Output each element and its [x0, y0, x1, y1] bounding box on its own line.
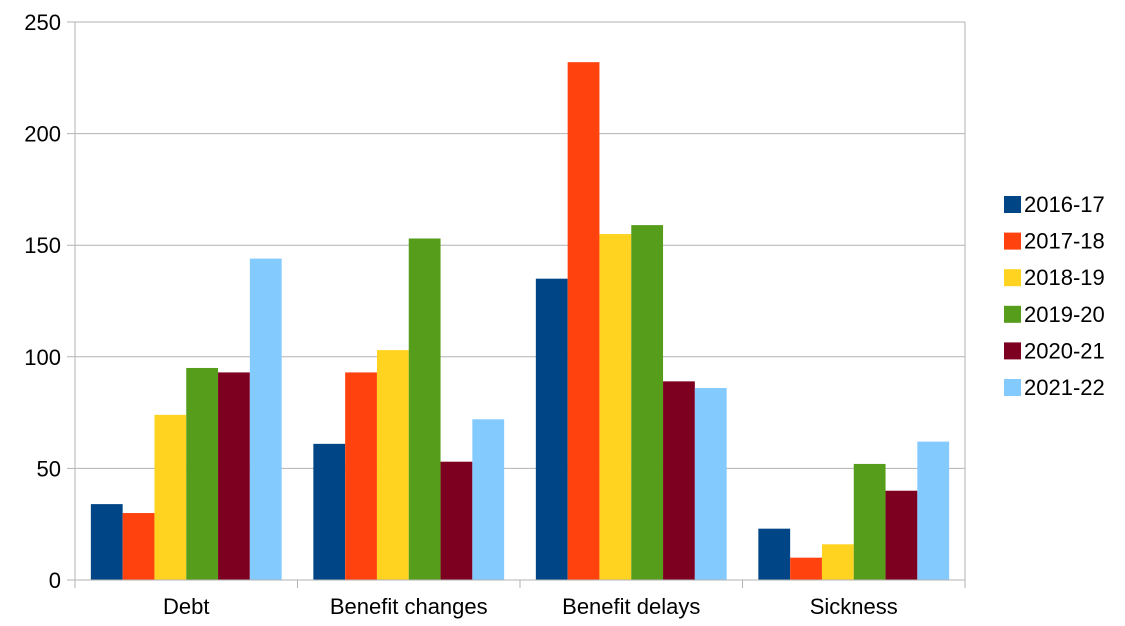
legend-swatch [1004, 342, 1021, 360]
y-tick-label: 0 [49, 568, 61, 593]
legend-label: 2018-19 [1024, 265, 1105, 290]
bar-2018-19-benefit-delays [599, 234, 632, 581]
bar-2019-20-benefit-changes [408, 238, 441, 580]
bar-2017-18-benefit-delays [567, 62, 600, 580]
y-tick-label: 50 [37, 456, 61, 481]
bar-2021-22-benefit-delays [694, 388, 727, 580]
bar-2019-20-benefit-delays [631, 225, 664, 580]
bar-2017-18-debt [122, 513, 155, 580]
y-tick-label: 200 [24, 122, 61, 147]
bar-2021-22-debt [249, 258, 282, 580]
y-tick-label: 100 [24, 345, 61, 370]
bar-2016-17-benefit-changes [313, 443, 346, 580]
legend-swatch [1004, 305, 1021, 323]
bar-2020-21-benefit-delays [663, 381, 695, 580]
legend-label: 2020-21 [1024, 338, 1105, 363]
bar-2018-19-benefit-changes [376, 350, 409, 580]
legend-swatch [1004, 379, 1021, 396]
bar-2018-19-debt [154, 414, 187, 580]
legend: 2016-17 2017-18 2018-19 2019-20 2020-21 2021-… [1004, 192, 1105, 400]
x-category-label: Benefit changes [330, 594, 488, 619]
bar-2020-21-benefit-changes [440, 461, 473, 580]
legend-swatch [1004, 232, 1021, 250]
x-axis-labels: Debt Benefit changes Benefit delays Sicknes… [163, 594, 898, 619]
bar-2016-17-benefit-delays [535, 278, 568, 580]
bar-2021-22-benefit-changes [472, 419, 505, 580]
bar-2017-18-sickness [790, 557, 822, 580]
y-axis-ticks: 0 50 100 150 200 250 [24, 10, 61, 593]
legend-label: 2016-17 [1024, 192, 1105, 217]
bars [90, 62, 950, 581]
y-tick-label: 250 [24, 10, 61, 35]
bar-2019-20-debt [186, 367, 219, 580]
legend-label: 2019-20 [1024, 302, 1105, 327]
x-category-label: Benefit delays [562, 594, 700, 619]
legend-label: 2021-22 [1024, 375, 1105, 400]
legend-swatch [1004, 269, 1021, 287]
y-tick-label: 150 [24, 233, 61, 258]
bar-2018-19-sickness [821, 544, 854, 580]
x-category-label: Debt [163, 594, 209, 619]
legend-label: 2017-18 [1024, 229, 1105, 254]
x-category-label: Sickness [810, 594, 898, 619]
legend-swatch [1004, 196, 1021, 213]
bar-2020-21-debt [218, 372, 250, 580]
bar-2021-22-sickness [917, 441, 950, 580]
bar-2016-17-debt [90, 504, 123, 580]
x-axis [74, 579, 966, 588]
bar-2017-18-benefit-changes [345, 372, 377, 580]
bar-2016-17-sickness [758, 528, 791, 580]
bar-2019-20-sickness [853, 463, 886, 580]
bar-2020-21-sickness [885, 490, 918, 580]
